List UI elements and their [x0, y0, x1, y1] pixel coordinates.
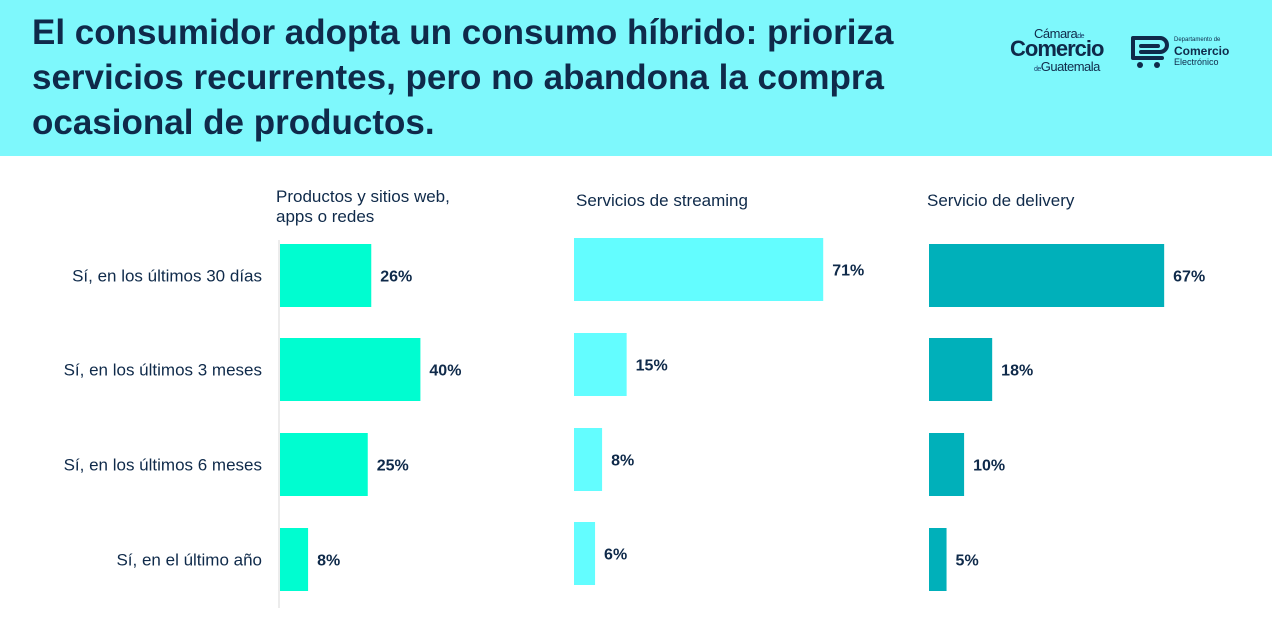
- bar: [929, 528, 947, 591]
- bar-charts: Sí, en los últimos 30 días Sí, en los últ…: [64, 187, 1205, 608]
- category-label: Sí, en los últimos 3 meses: [64, 361, 262, 380]
- logo-departamento-text: Departamento de: [1174, 37, 1221, 43]
- bar: [574, 428, 603, 491]
- panel-title: Servicios de streaming: [576, 191, 748, 210]
- data-label: 18%: [1001, 363, 1033, 380]
- data-label: 8%: [317, 553, 340, 570]
- bar: [929, 433, 965, 496]
- data-label: 67%: [1173, 269, 1205, 286]
- data-label: 26%: [380, 269, 412, 286]
- panel-title: Productos y sitios web,: [276, 187, 450, 206]
- data-label: 25%: [377, 458, 409, 475]
- panel-title: Servicio de delivery: [927, 191, 1075, 210]
- data-label: 8%: [611, 453, 634, 470]
- bar: [280, 338, 421, 401]
- data-label: 71%: [832, 263, 864, 280]
- departamento-comercio-electronico-logo: Departamento de Comercio Electrónico: [1130, 32, 1250, 72]
- camara-comercio-logo: Cámarade Comercio deGuatemala: [1008, 26, 1116, 78]
- panel-title: apps o redes: [276, 207, 374, 226]
- bar: [929, 338, 993, 401]
- bar: [280, 528, 309, 591]
- bar: [929, 244, 1165, 307]
- logo-camara-text: Cámara: [1034, 26, 1078, 41]
- logo-electronico-text: Electrónico: [1174, 57, 1219, 67]
- data-label: 10%: [973, 458, 1005, 475]
- data-label: 5%: [956, 553, 979, 570]
- data-label: 40%: [429, 363, 461, 380]
- bar: [574, 238, 824, 301]
- category-label: Sí, en el último año: [116, 551, 262, 570]
- logo-comercio-text: Comercio: [1010, 36, 1104, 61]
- category-label: Sí, en los últimos 6 meses: [64, 456, 262, 475]
- logo-dep-comercio-text: Comercio: [1174, 44, 1230, 58]
- header-banner: El consumidor adopta un consumo híbrido:…: [0, 0, 1272, 156]
- logo-de2-text: de: [1034, 66, 1041, 73]
- logo-guatemala-text: Guatemala: [1040, 59, 1101, 74]
- chart-area: Sí, en los últimos 30 días Sí, en los últ…: [0, 156, 1272, 636]
- logo-de-text: de: [1077, 33, 1085, 40]
- bar: [574, 333, 627, 396]
- data-label: 15%: [636, 358, 668, 375]
- bar: [574, 522, 596, 585]
- page-title: El consumidor adopta un consumo híbrido:…: [32, 13, 894, 142]
- bar: [280, 433, 368, 496]
- bar: [280, 244, 372, 307]
- shopping-cart-icon: [1131, 36, 1169, 68]
- data-label: 6%: [604, 547, 627, 564]
- category-label: Sí, en los últimos 30 días: [72, 267, 262, 286]
